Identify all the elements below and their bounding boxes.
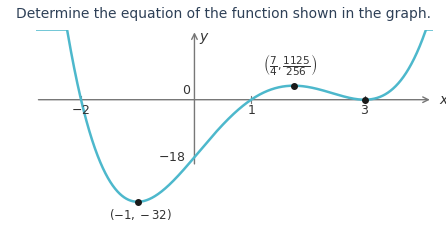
Text: $\left(\dfrac{7}{4}, \dfrac{1125}{256}\right)$: $\left(\dfrac{7}{4}, \dfrac{1125}{256}\r… [263,52,317,78]
Text: 0: 0 [182,84,190,97]
Text: $-18$: $-18$ [158,151,186,164]
Text: $3$: $3$ [360,105,369,118]
Text: Determine the equation of the function shown in the graph.: Determine the equation of the function s… [16,7,430,21]
Text: y: y [199,30,207,44]
Text: $(-1,-32)$: $(-1,-32)$ [109,207,172,222]
Text: $-2$: $-2$ [71,105,91,118]
Text: $1$: $1$ [247,105,256,118]
Text: x: x [439,93,446,107]
